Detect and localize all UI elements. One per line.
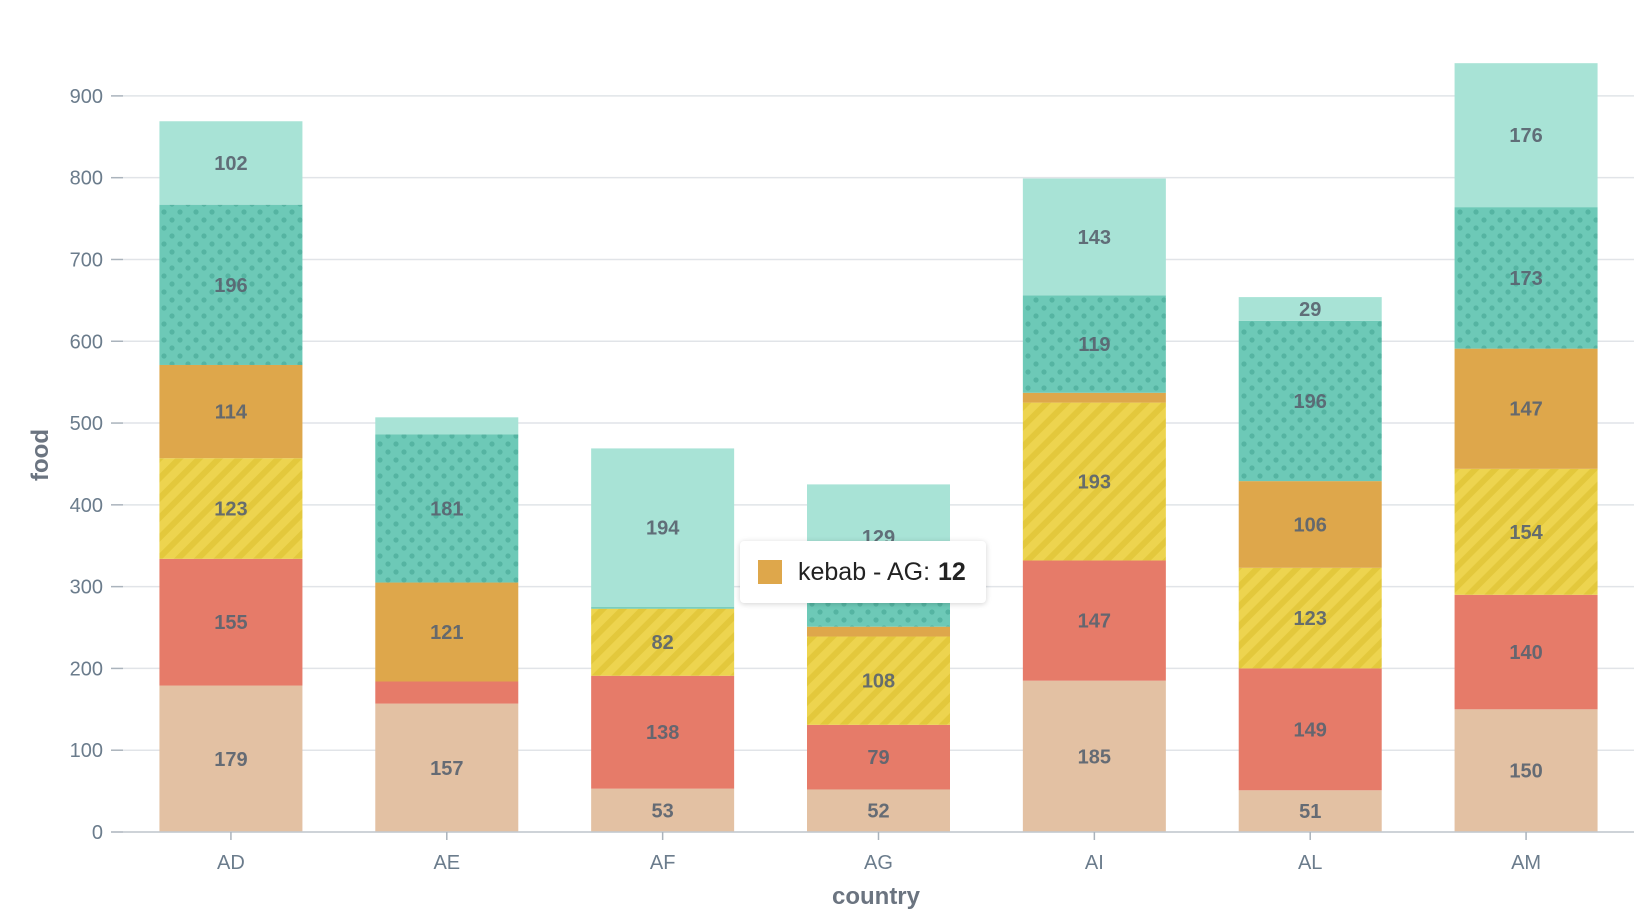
segment-value-label: 29 — [1299, 299, 1321, 321]
bar-segment[interactable] — [1238, 481, 1382, 568]
segment-value-label: 196 — [1294, 391, 1327, 413]
bar-segment[interactable] — [591, 608, 735, 676]
bar-segment[interactable] — [1022, 392, 1166, 403]
y-tick-label: 700 — [70, 249, 103, 271]
segment-value-label: 194 — [646, 518, 680, 540]
bar-segment[interactable] — [159, 458, 303, 559]
y-tick-label: 100 — [70, 740, 103, 762]
bar-segment[interactable] — [591, 448, 735, 608]
bar-segment[interactable] — [807, 724, 950, 790]
segment-value-label: 181 — [430, 499, 463, 521]
bar-segment[interactable] — [807, 636, 950, 725]
axes: 0 100 200 300 400 500 600 700 800 900 AD AE AF AG AI AL… — [70, 86, 1634, 874]
tooltip-swatch — [758, 560, 782, 584]
segment-value-label: 79 — [867, 747, 889, 769]
bar-segment[interactable] — [1454, 594, 1598, 710]
y-tick-label: 600 — [70, 331, 103, 353]
segment-value-label: 123 — [1294, 608, 1327, 630]
segment-value-label: 114 — [215, 402, 248, 424]
bar-segment[interactable] — [1454, 348, 1598, 469]
y-tick-label: 0 — [92, 822, 103, 844]
bar-segment[interactable] — [1238, 567, 1382, 669]
segment-value-label: 143 — [1078, 227, 1111, 249]
y-tick-label: 500 — [70, 413, 103, 435]
bar-segment[interactable] — [1022, 295, 1166, 393]
bar-segment[interactable] — [1022, 402, 1166, 561]
segment-value-label: 52 — [867, 801, 889, 823]
bar-segment[interactable] — [375, 703, 519, 832]
segment-value-label: 119 — [1078, 334, 1110, 356]
bar-segment[interactable] — [375, 582, 519, 682]
x-tick-label: AD — [217, 852, 245, 874]
x-tick-label: AF — [650, 852, 676, 874]
y-tick-label: 200 — [70, 658, 103, 680]
segment-value-label: 149 — [1294, 719, 1327, 741]
segment-value-label: 53 — [652, 800, 674, 822]
x-tick-label: AI — [1085, 852, 1104, 874]
segment-value-label: 147 — [1509, 399, 1542, 421]
y-tick-label: 900 — [70, 86, 103, 108]
y-tick-label: 300 — [70, 577, 103, 599]
bar-segment[interactable] — [1238, 320, 1382, 482]
y-tick-label: 800 — [70, 168, 103, 190]
x-tick-label: AM — [1511, 852, 1541, 874]
bar-segment[interactable] — [807, 626, 950, 637]
segment-value-label: 196 — [214, 275, 247, 297]
bar-segment[interactable] — [1454, 709, 1598, 832]
bar-segment[interactable] — [159, 364, 303, 459]
segment-value-label: 106 — [1294, 514, 1327, 536]
x-axis-title: country — [832, 883, 921, 910]
bar-segment[interactable] — [591, 788, 735, 832]
x-tick-label: AG — [864, 852, 893, 874]
y-axis-title: food — [27, 429, 54, 481]
bar-segment[interactable] — [591, 607, 735, 609]
segment-value-label: 138 — [646, 722, 679, 744]
bar-segment[interactable] — [1238, 790, 1382, 832]
segment-value-label: 121 — [430, 622, 463, 644]
segment-value-label: 123 — [214, 499, 247, 521]
segment-value-label: 193 — [1078, 472, 1111, 494]
segment-value-label: 157 — [430, 758, 463, 780]
segment-value-label: 176 — [1509, 125, 1542, 147]
bar-segment[interactable] — [591, 675, 735, 789]
segment-value-label: 51 — [1299, 801, 1321, 823]
x-tick-label: AE — [433, 852, 460, 874]
bar-segment[interactable] — [375, 434, 519, 583]
bar-segment[interactable] — [1454, 468, 1598, 595]
segment-value-label: 173 — [1509, 268, 1542, 290]
segment-value-label: 140 — [1509, 642, 1542, 664]
bar-segment[interactable] — [1022, 680, 1166, 832]
bar-segment[interactable] — [1238, 297, 1382, 321]
tooltip: kebab - AG: 12 — [740, 541, 986, 603]
bar-segment[interactable] — [375, 417, 519, 435]
bar-segment[interactable] — [159, 685, 303, 832]
bar-segment[interactable] — [1022, 560, 1166, 681]
segment-value-label: 154 — [1509, 522, 1543, 544]
bar-segment[interactable] — [1022, 178, 1166, 296]
y-tick-label: 400 — [70, 495, 103, 517]
bar-segment[interactable] — [375, 681, 519, 704]
bar-segment[interactable] — [159, 204, 303, 365]
bar-segment[interactable] — [1454, 63, 1598, 208]
bar-segment[interactable] — [159, 121, 303, 205]
segment-value-label: 147 — [1078, 611, 1111, 633]
segment-value-label: 108 — [862, 671, 895, 693]
segment-value-label: 155 — [214, 612, 247, 634]
segment-value-label: 150 — [1509, 761, 1542, 783]
bars — [159, 63, 1598, 832]
segment-value-label: 102 — [214, 153, 247, 175]
segment-labels: 179 155 123 114 196 102 157 121 181 53 138 82 194 52 7… — [214, 125, 1543, 823]
bar-segment[interactable] — [159, 558, 303, 686]
tooltip-value: 12 — [938, 557, 966, 586]
bar-segment[interactable] — [1454, 207, 1598, 349]
bar-segment[interactable] — [807, 789, 950, 832]
bar-segment[interactable] — [1238, 668, 1382, 791]
segment-value-label: 179 — [214, 749, 247, 771]
segment-value-label: 82 — [652, 632, 674, 654]
x-tick-label: AL — [1298, 852, 1322, 874]
segment-value-label: 185 — [1078, 746, 1111, 768]
tooltip-label: kebab - AG: — [798, 557, 931, 586]
